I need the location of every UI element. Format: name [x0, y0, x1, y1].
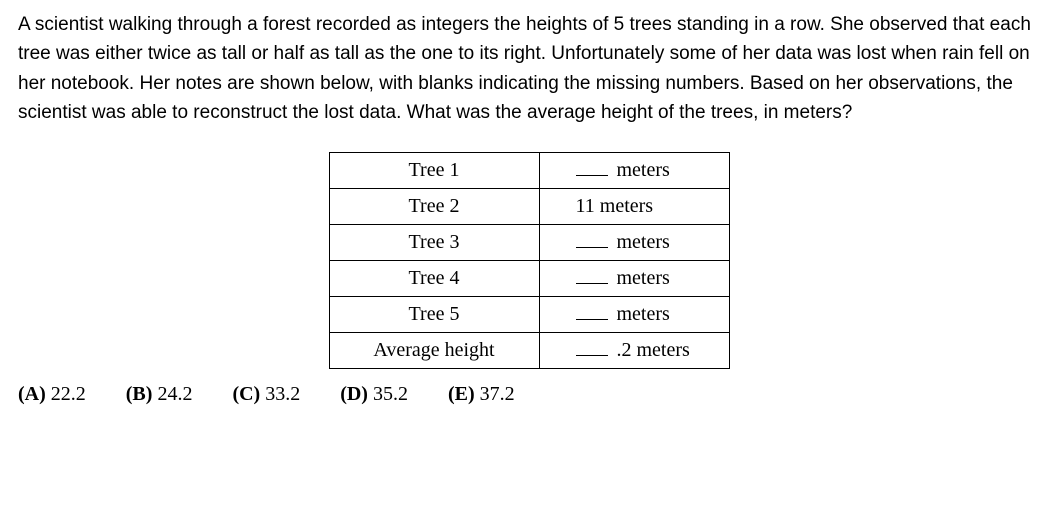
blank-line	[576, 339, 608, 356]
choice-letter: (B)	[126, 383, 153, 405]
choice-letter: (E)	[448, 383, 475, 405]
row-value: 11 meters	[539, 188, 729, 224]
choice-c[interactable]: (C) 33.2	[232, 383, 300, 406]
data-table-wrap: Tree 1 meters Tree 2 11 meters Tree 3 me…	[18, 152, 1040, 369]
row-label: Average height	[329, 332, 539, 368]
choice-text: 37.2	[480, 383, 515, 405]
choice-b[interactable]: (B) 24.2	[126, 383, 193, 406]
row-label: Tree 3	[329, 224, 539, 260]
data-table: Tree 1 meters Tree 2 11 meters Tree 3 me…	[329, 152, 730, 369]
value-text: meters	[612, 231, 670, 253]
choice-letter: (A)	[18, 383, 46, 405]
blank-line	[576, 231, 608, 248]
row-value: meters	[539, 224, 729, 260]
row-value: meters	[539, 260, 729, 296]
row-value: .2 meters	[539, 332, 729, 368]
table-row: Tree 2 11 meters	[329, 188, 729, 224]
choice-text: 35.2	[373, 383, 408, 405]
table-row: Tree 4 meters	[329, 260, 729, 296]
answer-choices: (A) 22.2 (B) 24.2 (C) 33.2 (D) 35.2 (E) …	[18, 383, 1040, 406]
choice-text: 22.2	[51, 383, 86, 405]
table-row: Tree 5 meters	[329, 296, 729, 332]
value-text: meters	[612, 159, 670, 181]
choice-letter: (C)	[232, 383, 260, 405]
choice-letter: (D)	[340, 383, 368, 405]
choice-text: 33.2	[265, 383, 300, 405]
value-text: meters	[612, 303, 670, 325]
row-value: meters	[539, 296, 729, 332]
row-label: Tree 1	[329, 152, 539, 188]
choice-a[interactable]: (A) 22.2	[18, 383, 86, 406]
table-row: Tree 1 meters	[329, 152, 729, 188]
blank-line	[576, 159, 608, 176]
blank-line	[576, 267, 608, 284]
row-value: meters	[539, 152, 729, 188]
row-label: Tree 5	[329, 296, 539, 332]
choice-d[interactable]: (D) 35.2	[340, 383, 408, 406]
question-text: A scientist walking through a forest rec…	[18, 10, 1040, 128]
choice-e[interactable]: (E) 37.2	[448, 383, 515, 406]
table-row: Tree 3 meters	[329, 224, 729, 260]
row-label: Tree 4	[329, 260, 539, 296]
value-text: .2 meters	[612, 339, 690, 361]
row-label: Tree 2	[329, 188, 539, 224]
value-text: 11 meters	[576, 195, 654, 217]
choice-text: 24.2	[157, 383, 192, 405]
table-row: Average height .2 meters	[329, 332, 729, 368]
value-text: meters	[612, 267, 670, 289]
blank-line	[576, 303, 608, 320]
